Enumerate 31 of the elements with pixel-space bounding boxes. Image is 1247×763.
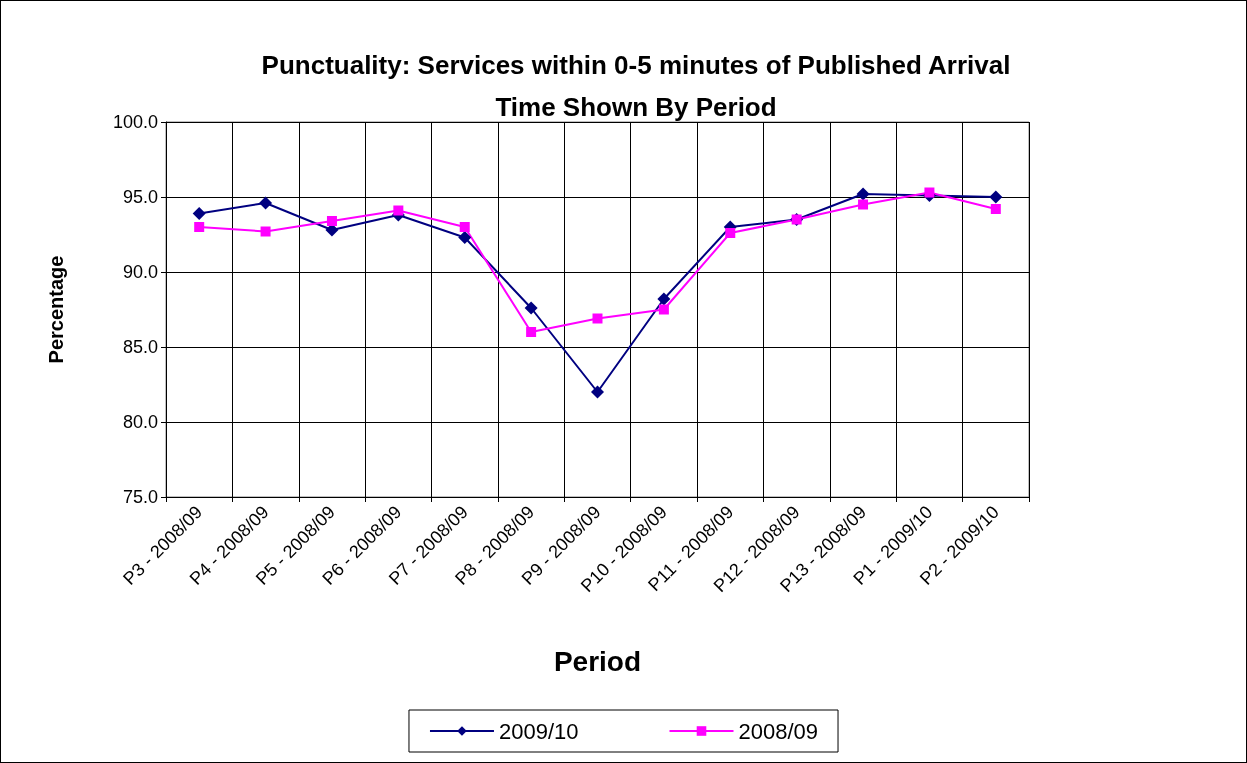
y-tick-label: 75.0 [122, 487, 158, 507]
legend-label: 2008/09 [738, 718, 819, 744]
point [856, 187, 870, 201]
point [592, 313, 603, 324]
point [990, 204, 1001, 214]
point [658, 304, 669, 315]
y-tick-label: 95.0 [122, 187, 158, 207]
point [192, 207, 206, 220]
chart-title: Punctuality: Services within 0-5 minutes of Published Arrival Time Shown By Period [261, 50, 1011, 122]
point [393, 205, 404, 216]
point [326, 216, 337, 226]
y-tick-label: 85.0 [122, 337, 158, 357]
y-axis-title: Percentage [45, 255, 67, 364]
point [725, 228, 736, 238]
point [858, 199, 869, 210]
point [989, 190, 1003, 204]
point [194, 222, 205, 232]
point [459, 222, 470, 232]
x-axis-title: Period [553, 645, 642, 677]
point [657, 292, 671, 306]
legend-label: 2009/10 [498, 718, 579, 744]
point [458, 231, 472, 244]
point [924, 187, 935, 198]
point [591, 385, 604, 399]
y-tick-label: 100.0 [112, 112, 158, 132]
y-tick-label: 80.0 [122, 412, 158, 432]
y-tick-label: 90.0 [122, 262, 158, 282]
point [260, 226, 271, 237]
point [524, 301, 538, 315]
point [259, 196, 273, 210]
point [526, 327, 537, 337]
